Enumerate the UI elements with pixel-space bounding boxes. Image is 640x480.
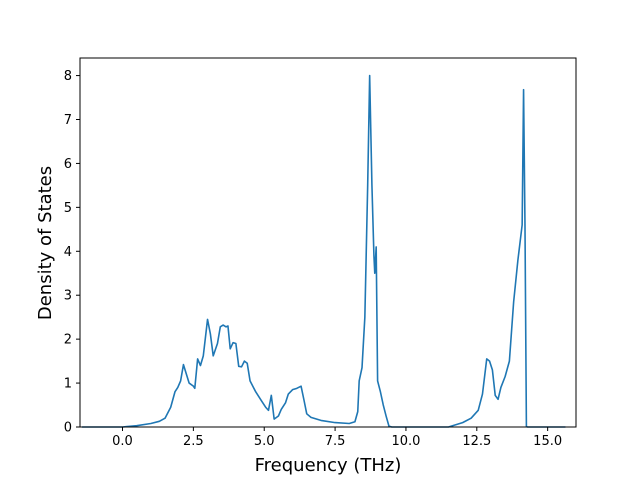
axes-frame [79,57,577,428]
y-axis-label: Density of States [35,166,56,320]
y-tick-label: 2 [64,333,72,348]
x-tick-label: 12.5 [462,434,491,449]
y-tick-label: 8 [64,69,72,84]
x-tick-label: 2.5 [183,434,204,449]
y-axis-ticks: 0 1 2 3 4 5 6 7 8 [64,69,80,436]
y-tick-label: 0 [64,421,72,436]
x-tick-label: 7.5 [325,434,346,449]
y-tick-label: 6 [64,157,72,172]
y-tick-label: 3 [64,289,72,304]
x-tick-label: 15.0 [533,434,562,449]
x-axis-label: Frequency (THz) [255,455,402,476]
plot-area [82,74,566,428]
x-tick-label: 10.0 [391,434,420,449]
dos-series-line [82,74,566,428]
x-axis-ticks: 0.0 2.5 5.0 7.5 10.0 12.5 15.0 [112,427,562,449]
y-tick-label: 1 [64,377,72,392]
y-tick-label: 7 [64,113,72,128]
y-tick-label: 5 [64,201,72,216]
x-tick-label: 5.0 [254,434,275,449]
y-tick-label: 4 [64,245,72,260]
x-tick-label: 0.0 [112,434,133,449]
